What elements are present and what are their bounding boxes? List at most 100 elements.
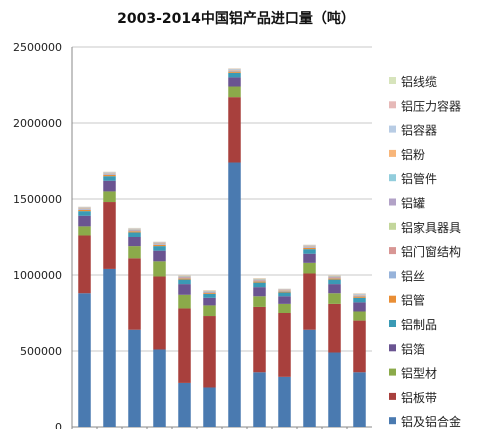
bar-segment <box>153 250 166 262</box>
legend-label: 铝管件 <box>401 171 437 186</box>
bar-segment <box>203 292 216 294</box>
bar-segment <box>253 281 266 283</box>
legend-swatch <box>389 247 396 255</box>
bar-segment <box>328 352 341 427</box>
legend-swatch <box>389 368 396 376</box>
bar-segment <box>328 277 341 279</box>
bar-segment <box>78 226 91 236</box>
bar-segment <box>153 246 166 251</box>
bar-segment <box>303 273 316 330</box>
legend-label: 铝板带 <box>401 390 437 405</box>
bar-segment <box>103 173 116 175</box>
bar-segment <box>353 320 366 373</box>
bar-segment <box>78 211 91 216</box>
bar-segment <box>353 296 366 298</box>
legend-swatch <box>389 222 396 230</box>
legend-label: 铝粉 <box>401 147 425 162</box>
bar-segment <box>353 311 366 321</box>
bar-segment <box>153 349 166 427</box>
bar-segment <box>303 262 316 274</box>
bar-segment <box>103 202 116 269</box>
legend-label: 铝制品 <box>401 317 437 332</box>
y-tick-label: 1500000 <box>13 193 62 206</box>
legend: 铝线缆铝压力容器铝容器铝粉铝管件铝罐铝家具器具铝门窗结构铝丝铝管铝制品铝箔铝型材… <box>389 74 461 429</box>
legend-label: 铝家具器具 <box>401 220 461 235</box>
bar-segment <box>178 278 191 280</box>
legend-label: 铝箔 <box>401 341 425 356</box>
bar-segment <box>353 372 366 427</box>
bar-segment <box>103 174 116 177</box>
bar-segment <box>253 287 266 297</box>
bar-segment <box>103 174 116 175</box>
bar-segment <box>128 258 141 330</box>
legend-label: 铝容器 <box>401 123 437 138</box>
bar-segment <box>103 176 116 181</box>
bar-segment <box>303 329 316 427</box>
bar-segment <box>278 303 291 313</box>
legend-label: 铝压力容器 <box>401 98 461 113</box>
legend-label: 铝罐 <box>401 196 425 211</box>
legend-swatch <box>389 271 396 279</box>
legend-swatch <box>389 320 396 327</box>
bar-segment <box>178 308 191 383</box>
bar-segment <box>203 316 216 388</box>
legend-label: 铝型材 <box>401 366 437 381</box>
bar-segment <box>178 284 191 295</box>
bar-segment <box>203 305 216 317</box>
y-tick-label: 500000 <box>20 345 62 358</box>
bar-segment <box>153 244 166 247</box>
bar-segment <box>328 278 341 280</box>
legend-swatch <box>389 77 396 84</box>
bar-segment <box>328 303 341 353</box>
bar-segment <box>128 329 141 427</box>
bar-segment <box>178 277 191 279</box>
bar-segment <box>78 215 91 227</box>
legend-label: 铝及铝合金 <box>401 414 461 429</box>
bar-segment <box>153 276 166 350</box>
legend-label: 铝线缆 <box>401 74 437 89</box>
bar-segment <box>153 244 166 245</box>
bar-segment <box>128 231 141 233</box>
bar-segment <box>228 70 241 72</box>
bar-segment <box>228 71 241 73</box>
bar-segment <box>303 247 316 248</box>
bar-segment <box>278 313 291 377</box>
bar-segment <box>228 86 241 98</box>
bar-segment <box>228 162 241 427</box>
gridlines <box>72 46 372 352</box>
bar-segment <box>178 382 191 427</box>
bar-segment <box>153 243 166 245</box>
bar-segment <box>303 249 316 254</box>
bar-segment <box>228 97 241 163</box>
bar-segment <box>178 276 191 278</box>
bar-segment <box>353 295 366 296</box>
bar-segment <box>303 246 316 248</box>
bar-segment <box>328 284 341 294</box>
legend-swatch <box>389 417 396 425</box>
bar-segment <box>103 191 116 203</box>
bar-segment <box>78 208 91 210</box>
bar-segment <box>203 387 216 427</box>
bar-segment <box>78 209 91 210</box>
bar-segment <box>78 293 91 427</box>
y-tick-label: 2500000 <box>13 41 62 54</box>
bar-segment <box>253 372 266 427</box>
bar-segment <box>253 282 266 288</box>
y-tick-label: 0 <box>55 421 62 429</box>
bar-segment <box>228 70 241 71</box>
legend-swatch <box>389 295 396 303</box>
legend-swatch <box>389 344 396 352</box>
bar-segment <box>253 306 266 373</box>
bar-segment <box>178 279 191 285</box>
y-tick-label: 2000000 <box>13 117 62 130</box>
legend-label: 铝丝 <box>401 268 425 283</box>
bars <box>78 68 366 427</box>
bar-segment <box>303 247 316 250</box>
bar-segment <box>328 276 341 278</box>
bar-segment <box>353 295 366 297</box>
bar-segment <box>328 293 341 304</box>
bar-segment <box>203 293 216 294</box>
legend-label: 铝管 <box>401 293 425 308</box>
axes: 0 500000 1000000 1500000 2000000 2500000 <box>13 41 372 429</box>
